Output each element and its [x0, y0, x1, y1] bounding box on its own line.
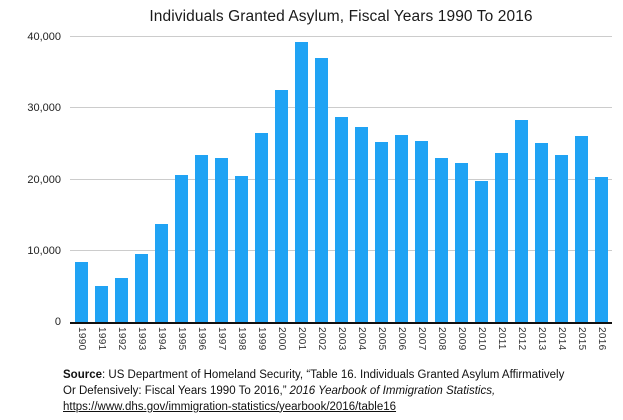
bar-1999 — [255, 133, 268, 322]
bar-1992 — [115, 277, 128, 322]
x-tick-label-2005: 2005 — [376, 327, 387, 351]
chart-title: Individuals Granted Asylum, Fiscal Years… — [149, 8, 533, 25]
bar-2005 — [375, 141, 388, 322]
x-tick-label-2006: 2006 — [396, 327, 407, 351]
y-tick-label-20000: 20,000 — [27, 173, 61, 186]
bar-2015 — [575, 136, 588, 322]
bar-2000 — [275, 90, 288, 322]
y-tick-label-0: 0 — [54, 316, 61, 328]
x-tick-label-2004: 2004 — [356, 327, 367, 351]
bar-2011 — [495, 153, 508, 322]
source-text-1: : US Department of Homeland Security, “T… — [102, 369, 565, 381]
x-tick-label-2001: 2001 — [296, 327, 307, 351]
bar-2002 — [315, 58, 328, 322]
x-tick-label-1994: 1994 — [156, 327, 167, 351]
x-tick-label-1990: 1990 — [76, 327, 87, 351]
x-tick-label-1991: 1991 — [96, 327, 107, 351]
x-tick-label-2009: 2009 — [456, 327, 467, 351]
source-note: Source: US Department of Homeland Securi… — [63, 368, 598, 416]
bar-1994 — [155, 224, 168, 322]
bar-1990 — [75, 262, 88, 322]
y-tick-label-40000: 40,000 — [27, 31, 61, 43]
bar-2010 — [475, 180, 488, 322]
source-line-2: Or Defensively: Fiscal Years 1990 To 201… — [63, 384, 598, 400]
bar-1998 — [235, 175, 248, 322]
x-tick-label-2008: 2008 — [436, 327, 447, 351]
source-line-1: Source: US Department of Homeland Securi… — [63, 368, 598, 384]
bar-1997 — [215, 158, 228, 322]
gridline-30000 — [70, 107, 612, 109]
bar-1993 — [135, 254, 148, 322]
x-tick-label-2013: 2013 — [536, 327, 547, 351]
bar-chart: 0 10,000 20,000 30,000 40,000 — [27, 31, 612, 328]
x-tick-label-2000: 2000 — [276, 327, 287, 351]
x-tick-label-1992: 1992 — [116, 327, 127, 351]
x-tick-label-1996: 1996 — [196, 327, 207, 351]
x-tick-label-2014: 2014 — [556, 327, 567, 351]
x-tick-label-1998: 1998 — [236, 327, 247, 351]
bar-2006 — [395, 134, 408, 322]
x-tick-label-1999: 1999 — [256, 327, 267, 351]
source-text-2: Or Defensively: Fiscal Years 1990 To 201… — [63, 384, 287, 397]
x-axis-labels: 1990 1991 1992 1993 1994 1995 1996 1997 1998 1999… — [70, 327, 612, 359]
y-axis-labels: 0 10,000 20,000 30,000 40,000 — [27, 31, 612, 328]
bar-2004 — [355, 126, 368, 322]
bar-2014 — [555, 155, 568, 322]
bar-2008 — [435, 158, 448, 322]
gridline-40000 — [70, 36, 612, 37]
x-tick-label-2010: 2010 — [476, 327, 487, 351]
x-tick-label-2011: 2011 — [496, 327, 507, 350]
x-tick-label-2015: 2015 — [576, 327, 587, 351]
bar-1995 — [175, 174, 188, 322]
bar-1996 — [195, 154, 208, 322]
bar-2016 — [595, 176, 608, 322]
x-tick-label-1997: 1997 — [216, 327, 227, 351]
plot-area — [70, 37, 612, 322]
source-label: Source — [63, 369, 102, 381]
x-tick-label-2016: 2016 — [596, 327, 607, 351]
source-link[interactable]: https://www.dhs.gov/immigration-statisti… — [63, 400, 397, 413]
bar-2013 — [535, 143, 548, 322]
x-tick-label-2007: 2007 — [416, 327, 427, 351]
bar-2012 — [515, 120, 528, 322]
bar-2001 — [295, 42, 308, 322]
bar-2007 — [415, 141, 428, 322]
x-tick-label-2002: 2002 — [316, 327, 327, 351]
source-line-3: https://www.dhs.gov/immigration-statisti… — [63, 400, 598, 416]
bar-1991 — [95, 286, 108, 322]
x-tick-label-1995: 1995 — [176, 327, 187, 351]
x-tick-label-1993: 1993 — [136, 327, 147, 351]
x-tick-label-2012: 2012 — [516, 327, 527, 351]
y-tick-label-30000: 30,000 — [27, 102, 61, 115]
bar-2003 — [335, 116, 348, 322]
source-citation-italic: 2016 Yearbook of Immigration Statistics, — [289, 384, 496, 397]
bar-2009 — [455, 163, 468, 322]
y-tick-label-10000: 10,000 — [27, 244, 61, 257]
x-tick-label-2003: 2003 — [336, 327, 347, 351]
